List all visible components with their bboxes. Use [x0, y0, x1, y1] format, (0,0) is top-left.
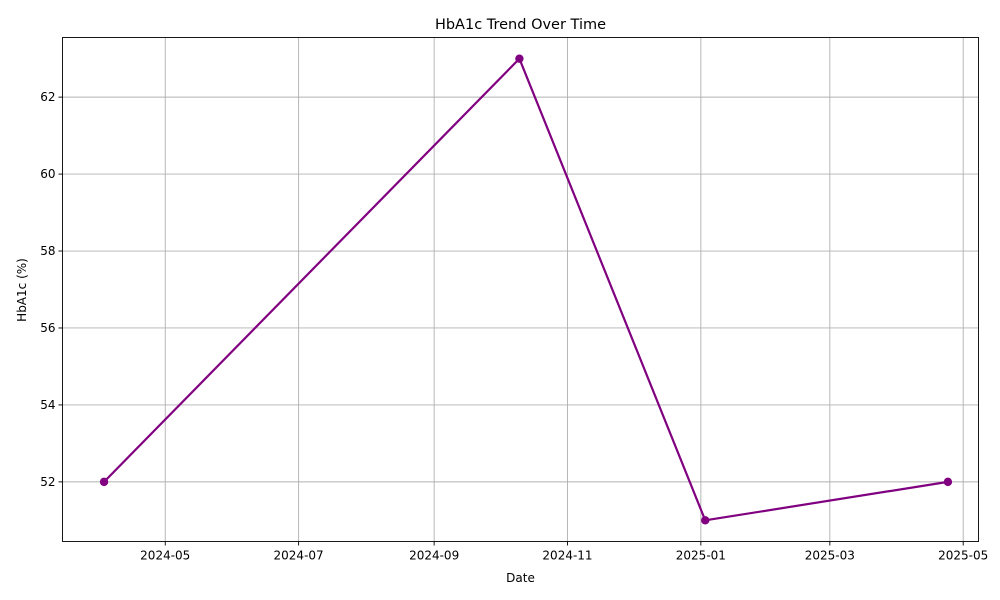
- x-axis-title: Date: [506, 571, 535, 585]
- tick-layer: 2024-05 2024-07 2024-09 2024-11 2025-01 2025-…: [40, 90, 988, 562]
- y-tick-label: 52: [40, 475, 55, 489]
- y-tick-label: 54: [40, 398, 55, 412]
- data-point: [943, 477, 953, 487]
- x-tick-label: 2024-07: [274, 549, 324, 563]
- y-tick-label: 60: [40, 167, 55, 181]
- data-point: [701, 516, 710, 525]
- y-tick-label: 58: [40, 244, 55, 258]
- data-point: [99, 477, 109, 487]
- grid-layer: [62, 37, 979, 542]
- x-tick-label: 2025-03: [805, 549, 855, 563]
- series-line: [103, 57, 949, 522]
- x-tick-label: 2024-11: [542, 549, 592, 563]
- series-layer: [99, 54, 953, 525]
- data-point: [515, 54, 524, 63]
- y-axis-title: HbA1c (%): [15, 258, 29, 322]
- x-tick-label: 2025-01: [676, 549, 726, 563]
- plot-frame: [62, 37, 979, 542]
- x-tick-label: 2025-05: [938, 549, 988, 563]
- x-tick-label: 2024-09: [409, 549, 459, 563]
- y-tick-label: 56: [40, 321, 55, 335]
- x-tick-label: 2024-05: [140, 549, 190, 563]
- chart-title: HbA1c Trend Over Time: [435, 17, 606, 33]
- y-tick-label: 62: [40, 90, 55, 104]
